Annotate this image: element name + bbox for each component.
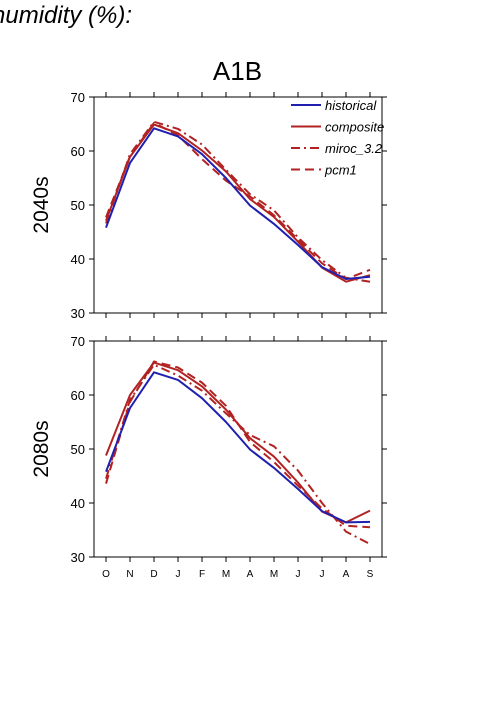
x-tick-label: O bbox=[102, 569, 110, 580]
row-label-2080s: 2080s bbox=[30, 420, 53, 477]
x-tick-label: M bbox=[270, 569, 278, 580]
legend-label-miroc-3-2: miroc_3.2 bbox=[325, 141, 383, 156]
legend-label-pcm1: pcm1 bbox=[324, 163, 357, 178]
x-tick-label: J bbox=[296, 569, 301, 580]
x-tick-label: J bbox=[176, 569, 181, 580]
series-line-pcm1-2040s bbox=[105, 121, 371, 280]
plot-frame-2080s bbox=[93, 340, 383, 558]
series-line-historical-2080s bbox=[105, 371, 371, 524]
y-tick-label: 70 bbox=[71, 90, 85, 105]
x-tick-label: F bbox=[199, 569, 205, 580]
legend-label-historical: historical bbox=[325, 98, 377, 113]
x-tick-label: M bbox=[222, 569, 230, 580]
scenario-title: A1B bbox=[212, 56, 263, 86]
y-tick-label: 30 bbox=[71, 550, 85, 565]
y-tick-label: 40 bbox=[71, 496, 85, 511]
y-tick-label: 70 bbox=[71, 334, 85, 349]
y-tick-label: 30 bbox=[71, 306, 85, 321]
y-tick-label: 50 bbox=[71, 442, 85, 457]
x-tick-label: S bbox=[367, 569, 374, 580]
y-tick-label: 60 bbox=[71, 388, 85, 403]
y-tick-label: 50 bbox=[71, 198, 85, 213]
y-tick-label: 40 bbox=[71, 252, 85, 267]
row-label-2040s: 2040s bbox=[30, 176, 53, 233]
x-tick-label: A bbox=[343, 569, 350, 580]
series-line-miroc-3-2-2080s bbox=[105, 363, 371, 545]
x-tick-label: D bbox=[150, 569, 157, 580]
x-tick-label: J bbox=[320, 569, 325, 580]
series-line-pcm1-2080s bbox=[105, 360, 371, 529]
page-title: humidity (%): bbox=[0, 2, 133, 29]
x-tick-label: N bbox=[126, 569, 133, 580]
x-tick-label: A bbox=[247, 569, 254, 580]
legend-label-composite: composite bbox=[325, 120, 384, 135]
series-line-historical-2040s bbox=[105, 127, 371, 280]
y-tick-label: 60 bbox=[71, 144, 85, 159]
